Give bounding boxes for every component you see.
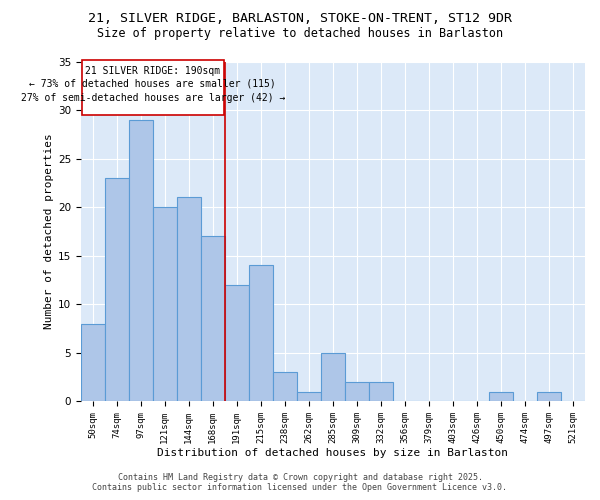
Bar <box>489 392 513 402</box>
Bar <box>345 382 369 402</box>
Bar <box>153 207 177 402</box>
Bar <box>81 324 105 402</box>
Bar <box>369 382 393 402</box>
Bar <box>273 372 297 402</box>
Y-axis label: Number of detached properties: Number of detached properties <box>44 134 53 330</box>
Bar <box>129 120 153 402</box>
Text: 21 SILVER RIDGE: 190sqm: 21 SILVER RIDGE: 190sqm <box>85 66 220 76</box>
Bar <box>105 178 129 402</box>
Bar <box>297 392 321 402</box>
Bar <box>201 236 225 402</box>
Text: ← 73% of detached houses are smaller (115): ← 73% of detached houses are smaller (11… <box>29 79 276 89</box>
Bar <box>537 392 561 402</box>
Bar <box>82 60 224 115</box>
Bar <box>249 266 273 402</box>
Text: Contains HM Land Registry data © Crown copyright and database right 2025.
Contai: Contains HM Land Registry data © Crown c… <box>92 473 508 492</box>
Text: Size of property relative to detached houses in Barlaston: Size of property relative to detached ho… <box>97 28 503 40</box>
Text: 21, SILVER RIDGE, BARLASTON, STOKE-ON-TRENT, ST12 9DR: 21, SILVER RIDGE, BARLASTON, STOKE-ON-TR… <box>88 12 512 26</box>
Bar <box>225 285 249 402</box>
Bar <box>177 198 201 402</box>
Text: 27% of semi-detached houses are larger (42) →: 27% of semi-detached houses are larger (… <box>20 92 285 102</box>
Bar <box>321 353 345 402</box>
X-axis label: Distribution of detached houses by size in Barlaston: Distribution of detached houses by size … <box>157 448 508 458</box>
